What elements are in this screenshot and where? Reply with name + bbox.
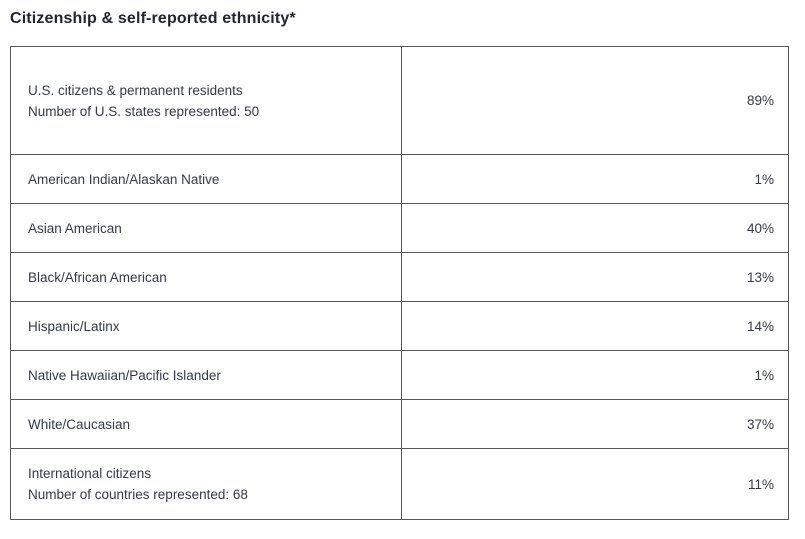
table-row: White/Caucasian 37% (11, 399, 788, 448)
citizenship-ethnicity-table: U.S. citizens & permanent residents Numb… (10, 46, 789, 520)
category-cell: White/Caucasian (11, 400, 402, 448)
percentage-cell: 40% (746, 220, 774, 236)
category-label: Asian American (28, 220, 122, 236)
category-cell: Black/African American (11, 253, 402, 301)
table-row: Native Hawaiian/Pacific Islander 1% (11, 350, 788, 399)
percentage-cell: 37% (746, 416, 774, 432)
category-label: White/Caucasian (28, 416, 131, 432)
percentage-cell: 1% (754, 171, 774, 187)
category-label: Black/African American (28, 269, 167, 285)
category-cell: International citizens Number of countri… (11, 449, 402, 519)
category-label: Native Hawaiian/Pacific Islander (28, 367, 221, 383)
percentage-cell: 1% (754, 367, 774, 383)
table-row: Black/African American 13% (11, 252, 788, 301)
category-sublabel: Number of countries represented: 68 (28, 487, 248, 502)
category-cell: American Indian/Alaskan Native (11, 155, 402, 203)
category-label: International citizens (28, 466, 152, 481)
percentage-cell: 11% (747, 476, 774, 492)
table-row: Asian American 40% (11, 203, 788, 252)
category-label: Hispanic/Latinx (28, 318, 120, 334)
category-cell: Native Hawaiian/Pacific Islander (11, 351, 402, 399)
category-cell: U.S. citizens & permanent residents Numb… (11, 47, 402, 154)
percentage-cell: 14% (746, 318, 774, 334)
percentage-cell: 13% (746, 269, 774, 285)
page-title: Citizenship & self-reported ethnicity* (10, 10, 296, 27)
table-row: Hispanic/Latinx 14% (11, 301, 788, 350)
category-cell: Asian American (11, 204, 402, 252)
category-label: U.S. citizens & permanent residents (28, 82, 243, 98)
table-row: American Indian/Alaskan Native 1% (11, 154, 788, 203)
percentage-cell: 89% (746, 93, 774, 108)
table-row: International citizens Number of countri… (11, 448, 788, 519)
category-cell: Hispanic/Latinx (11, 302, 402, 350)
category-sublabel: Number of U.S. states represented: 50 (28, 103, 260, 119)
table-row: U.S. citizens & permanent residents Numb… (11, 47, 788, 154)
category-label: American Indian/Alaskan Native (28, 171, 220, 187)
